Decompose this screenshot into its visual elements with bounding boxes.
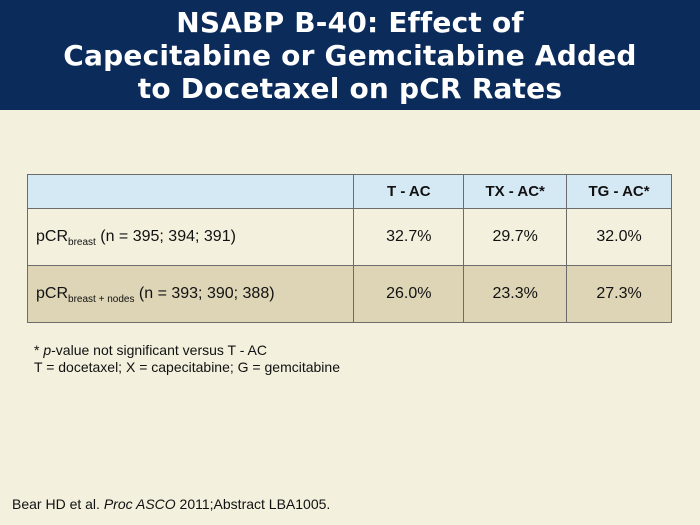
citation-details: 2011;Abstract LBA1005. [175,496,331,512]
citation-authors: Bear HD et al. [12,496,104,512]
title-line-1: NSABP B-40: Effect of [176,5,524,39]
row-label-n: (n = 393; 390; 388) [134,285,275,302]
footnotes: * p-value not significant versus T - AC … [34,342,340,376]
cell-t-ac: 32.7% [353,208,465,266]
cell-tg-ac: 32.0% [566,208,672,266]
column-header-t-ac: T - AC [353,174,465,209]
row-label-main: pCR [36,228,69,245]
cell-t-ac: 26.0% [353,265,465,323]
row-label-subscript: breast [68,237,96,248]
row-label-pcr-breast: pCRbreast (n = 395; 394; 391) [26,208,355,266]
row-label-n: (n = 395; 394; 391) [95,228,236,245]
title-line-3: to Docetaxel on pCR Rates [137,71,563,105]
cell-tx-ac: 23.3% [463,265,568,323]
footnote-abbreviations: T = docetaxel; X = capecitabine; G = gem… [34,359,340,375]
slide-title: NSABP B-40: Effect of Capecitabine or Ge… [63,6,636,105]
footnote-significance-text: -value not significant versus T - AC [51,342,267,358]
column-header-tg-ac: TG - AC* [566,174,672,209]
column-header-tx-ac: TX - AC* [463,174,568,209]
footnote-significance: * p-value not significant versus T - AC [34,342,340,359]
footnote-asterisk: * [34,342,44,358]
table-row: pCRbreast (n = 395; 394; 391) 32.7% 29.7… [26,208,672,266]
table-row: pCRbreast + nodes (n = 393; 390; 388) 26… [26,265,672,323]
row-label-pcr-breast-nodes: pCRbreast + nodes (n = 393; 390; 388) [26,265,355,323]
citation-journal: Proc ASCO [103,496,176,512]
table-header-row: T - AC TX - AC* TG - AC* [26,174,672,209]
cell-tx-ac: 29.7% [463,208,568,266]
row-label-subscript: breast + nodes [68,294,135,305]
pcr-results-table: T - AC TX - AC* TG - AC* pCRbreast (n = … [26,174,672,323]
cell-tg-ac: 27.3% [566,265,672,323]
row-label-main: pCR [36,285,69,302]
column-header-empty [26,174,355,209]
title-banner: NSABP B-40: Effect of Capecitabine or Ge… [0,0,700,110]
footnote-p-italic: p [43,342,52,358]
title-line-2: Capecitabine or Gemcitabine Added [63,38,637,72]
citation: Bear HD et al. Proc ASCO 2011;Abstract L… [12,496,330,512]
